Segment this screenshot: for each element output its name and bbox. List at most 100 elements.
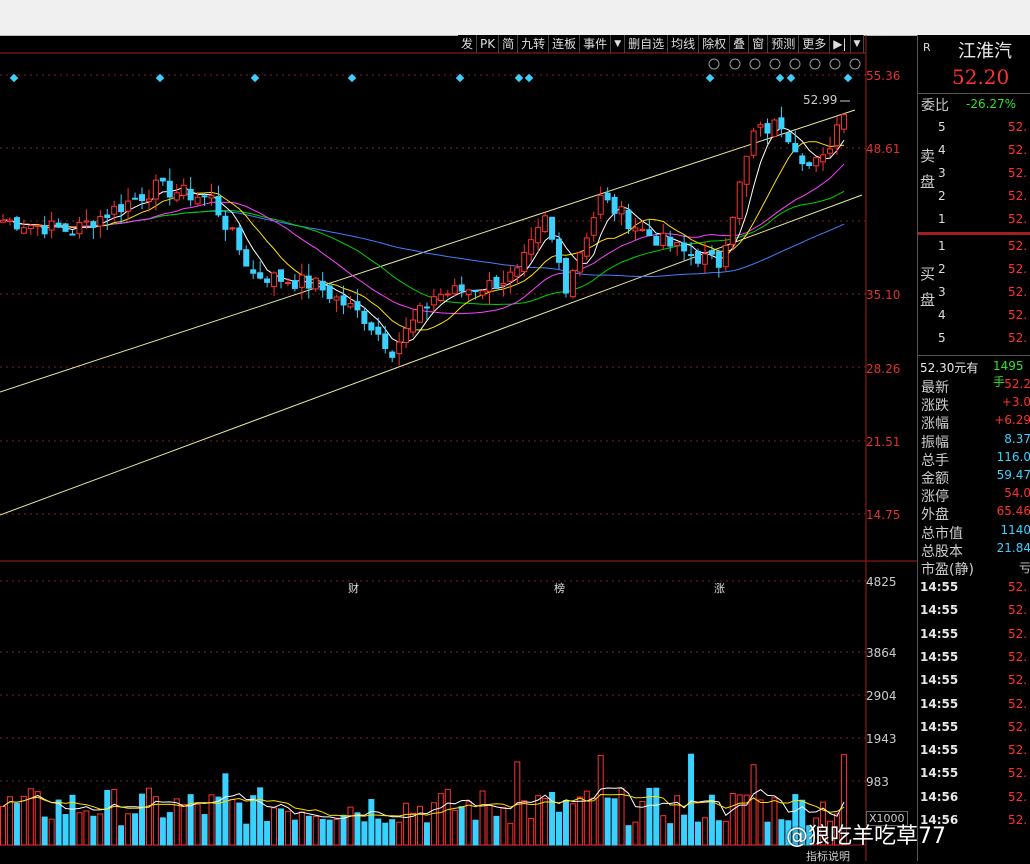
buy-level: 2 — [938, 262, 946, 276]
event-diamond — [775, 73, 785, 83]
buy-row[interactable]: 3 52. — [938, 282, 1030, 304]
stock-name: 江淮汽 — [958, 41, 1012, 62]
event-diamond — [705, 73, 715, 83]
ma20-line — [2, 163, 845, 315]
candle-body — [764, 123, 771, 134]
candle-body — [382, 333, 389, 350]
tick-row: 14:55 52. — [918, 577, 1030, 599]
buy-label-char: 盘 — [920, 291, 936, 309]
toolbar-item[interactable]: ▼ — [851, 35, 865, 53]
buy-row[interactable]: 5 52. — [938, 328, 1030, 350]
stat-label: 涨幅 — [921, 416, 949, 433]
candle-body — [271, 272, 278, 287]
toolbar-item[interactable]: ▶| — [830, 35, 851, 53]
toolbar-item[interactable]: 事件 — [580, 35, 612, 53]
buy-row[interactable]: 2 52. — [938, 259, 1030, 281]
sell-row[interactable]: 3 52. — [938, 163, 1030, 185]
toolbar-item[interactable]: 均线 — [668, 35, 700, 53]
stat-value: 21.84 — [996, 540, 1030, 555]
sell-row[interactable]: 2 52. — [938, 186, 1030, 208]
volume-bar — [827, 820, 834, 846]
volume-bar — [375, 818, 382, 846]
volume-bar — [13, 803, 20, 846]
volume-bar — [535, 795, 542, 846]
candle-body — [507, 271, 514, 282]
stat-label: 涨停 — [921, 489, 949, 506]
volume-bar — [708, 794, 715, 846]
toolbar-item[interactable]: 更多 — [799, 35, 831, 53]
candle-body — [90, 221, 97, 228]
volume-bar — [236, 802, 243, 846]
zoom-in-icon[interactable] — [829, 58, 841, 70]
buy-row[interactable]: 4 52. — [938, 305, 1030, 327]
indicator-help-button[interactable]: 指标说明 — [806, 850, 850, 863]
toolbar-item[interactable]: 删自选 — [625, 35, 669, 53]
event-marker-limitup[interactable]: 涨 — [714, 582, 725, 595]
volume-bar — [76, 812, 83, 846]
buy-row[interactable]: 1 52. — [938, 236, 1030, 258]
lock-icon[interactable] — [769, 58, 781, 70]
stat-value: 8.37 — [1004, 431, 1030, 446]
eye-icon[interactable] — [749, 58, 761, 70]
toolbar-item[interactable]: 九转 — [518, 35, 550, 53]
sell-row[interactable]: 5 52. — [938, 117, 1030, 139]
tick-time: 14:56 — [920, 789, 959, 804]
settings-icon[interactable] — [708, 58, 720, 70]
volume-bar — [347, 806, 354, 846]
toolbar-item[interactable]: 除权 — [699, 35, 731, 53]
volume-bar — [549, 791, 556, 846]
candle-body — [542, 215, 549, 233]
candle-body — [514, 267, 521, 277]
sell-row[interactable]: 4 52. — [938, 140, 1030, 162]
stat-row: 涨幅 +6.29 — [918, 412, 1030, 433]
candle-body — [375, 326, 382, 335]
tick-row: 14:55 52. — [918, 717, 1030, 739]
stat-row: 总市值 1140 — [918, 522, 1030, 542]
orderbook-separator — [918, 232, 1030, 235]
toolbar-item[interactable]: 窗 — [749, 35, 769, 53]
kline-chart-area[interactable]: 55.36 48.61 35.10 28.26 21.51 14.75 52.9… — [0, 35, 917, 861]
toolbar-item[interactable]: 预测 — [768, 35, 800, 53]
toolbar-item[interactable]: 连板 — [549, 35, 581, 53]
stat-value: 116.0 — [996, 449, 1030, 464]
event-marker-financial[interactable]: 财 — [348, 582, 359, 595]
candle-body — [236, 227, 243, 251]
candle-body — [69, 233, 76, 236]
bookmark-icon[interactable] — [789, 58, 801, 70]
volume-bar — [145, 787, 152, 846]
toolbar-item[interactable]: 发 — [458, 35, 478, 53]
candle-body — [493, 276, 500, 289]
toolbar-item[interactable]: 叠 — [730, 35, 750, 53]
candle-body — [0, 219, 6, 223]
candle-body — [34, 224, 41, 227]
volume-bar — [389, 819, 396, 846]
candle-body — [688, 254, 695, 257]
candle-body — [243, 249, 250, 267]
tick-time: 14:55 — [920, 696, 959, 711]
volume-bar — [736, 794, 743, 846]
sell-row[interactable]: 1 52. — [938, 209, 1030, 231]
stat-label: 市盈(静) — [921, 562, 974, 578]
volume-bar — [104, 790, 111, 846]
candle-body — [813, 157, 820, 167]
volume-bar — [472, 819, 479, 846]
candle-body — [222, 215, 229, 230]
candle-body — [667, 236, 674, 247]
zoom-out-icon[interactable] — [849, 58, 861, 70]
event-marker-list[interactable]: 榜 — [554, 582, 565, 595]
volume-bar — [681, 814, 688, 846]
trash-icon[interactable] — [809, 58, 821, 70]
toolbar-item[interactable]: ▼ — [611, 35, 626, 53]
toolbar-item[interactable]: 简 — [499, 35, 519, 53]
toolbar-item[interactable]: PK — [477, 35, 500, 53]
candle-body — [194, 196, 201, 205]
volume-bar — [27, 788, 34, 846]
candle-body — [785, 132, 792, 143]
candle-body — [701, 253, 708, 265]
pen-icon[interactable] — [729, 58, 741, 70]
sell-level: 5 — [938, 120, 946, 134]
kline-chart-svg[interactable] — [0, 35, 917, 861]
candle-body — [361, 310, 368, 324]
candle-body — [646, 229, 653, 236]
volume-bar — [521, 800, 528, 846]
